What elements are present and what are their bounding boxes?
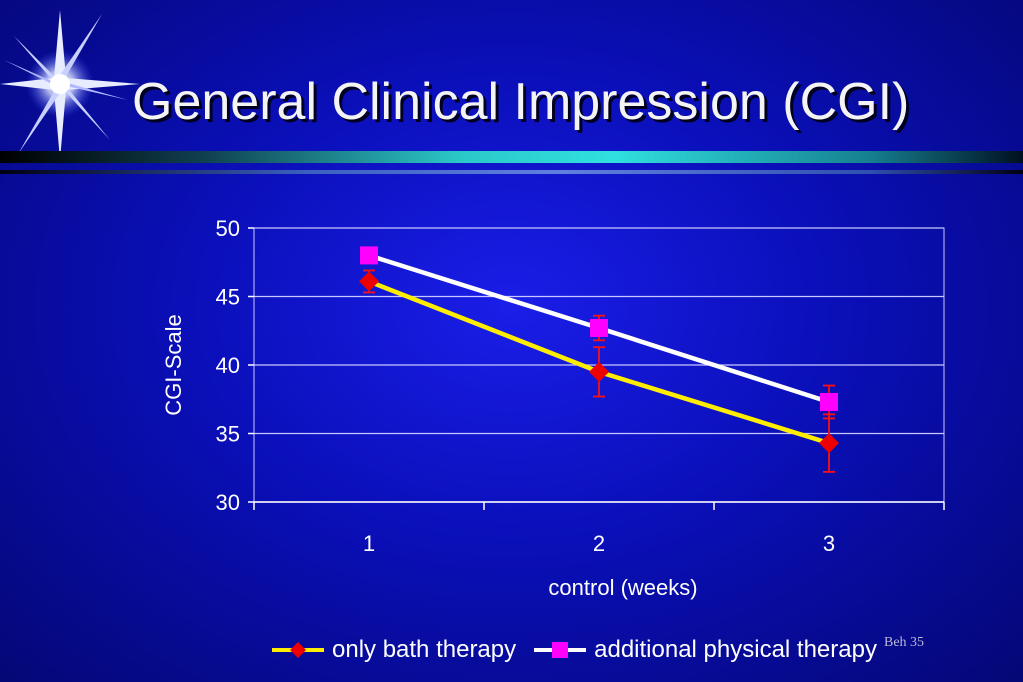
y-tick-label: 35 [216,422,240,447]
legend-item-bath: only bath therapy [272,636,516,664]
data-point-diamond [589,361,609,382]
y-tick-label: 40 [216,353,240,378]
title-divider-bar [0,151,1023,163]
x-tick-label: 2 [593,531,605,556]
y-tick-label: 50 [216,216,240,241]
slide-title: General Clinical Impression (CGI) [132,73,910,131]
series-layer [359,246,839,473]
slide-number: Beh 35 [884,635,925,650]
data-point-square [820,392,838,411]
data-point-diamond [819,433,839,454]
y-tick-label: 45 [216,285,240,310]
data-point-diamond [359,271,379,292]
axis-layer: 30 35 40 45 50 1 2 3 [216,216,945,556]
starburst-icon [0,10,140,160]
legend-label-bath: only bath therapy [332,636,517,663]
data-point-square [590,319,608,338]
legend-label-physical: additional physical therapy [594,636,877,663]
y-axis-label: CGI-Scale [161,314,186,415]
x-axis-label: control (weeks) [548,575,697,600]
data-point-square [360,246,378,265]
chart-legend: only bath therapy additional physical th… [272,636,895,664]
legend-item-physical: additional physical therapy [534,636,877,664]
x-tick-label: 1 [363,531,375,556]
legend-swatch-square-icon [534,642,587,658]
y-tick-label: 30 [216,490,240,515]
legend-swatch-diamond-icon [272,642,324,658]
title-divider-line [0,170,1023,174]
x-tick-label: 3 [823,531,835,556]
